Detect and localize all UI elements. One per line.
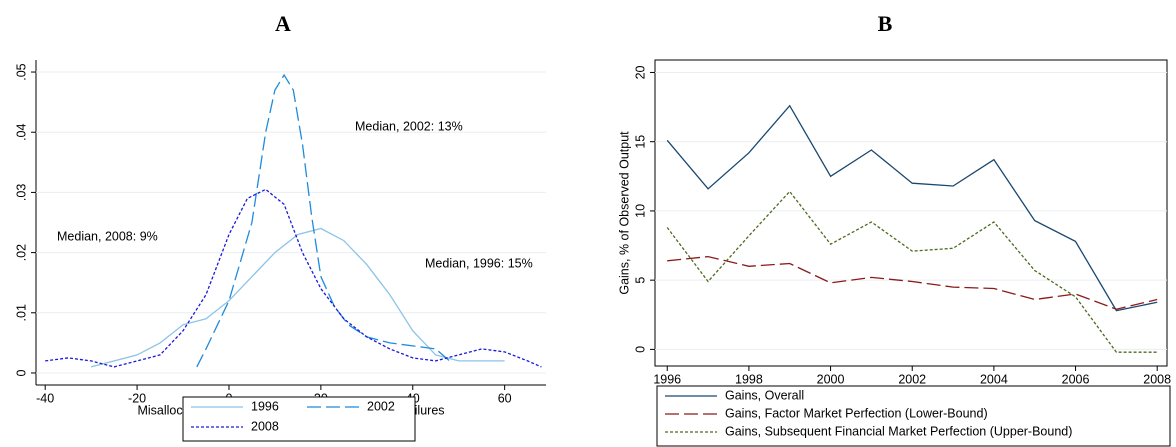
x-tick-label: 2006 (1062, 372, 1090, 386)
annotation: Median, 2002: 13% (355, 119, 463, 133)
chart-title: A (275, 11, 291, 36)
series-line (667, 255, 1158, 310)
legend-label: 1996 (251, 399, 279, 413)
chart: B051015201996199820002002200420062008Yea… (617, 11, 1171, 447)
y-tick-label: .03 (14, 184, 28, 201)
plot-frame (654, 59, 1168, 367)
y-tick-label: .01 (14, 304, 28, 321)
x-tick-label: 2004 (980, 372, 1008, 386)
y-tick-label: 0 (14, 369, 28, 376)
series-line (90, 227, 505, 368)
x-tick-label: 2008 (1143, 372, 1171, 386)
annotation: Median, 1996: 15% (425, 256, 533, 270)
series-line (45, 188, 542, 368)
legend-label: Gains, Subsequent Financial Market Perfe… (725, 424, 1072, 438)
y-tick-label: 10 (633, 204, 647, 218)
legend-label: 2008 (251, 419, 279, 433)
x-tick-label: 60 (498, 391, 512, 405)
y-tick-label: .04 (14, 123, 28, 140)
legend-label: Gains, Overall (725, 388, 804, 402)
chart: A0.01.02.03.04.05-40-200204060Misallocat… (14, 11, 546, 442)
y-tick-label: 0 (633, 346, 647, 353)
series-line (196, 73, 450, 368)
y-tick-label: 20 (633, 65, 647, 79)
y-tick-label: .02 (14, 244, 28, 261)
y-tick-label: 15 (633, 135, 647, 149)
y-axis-label: Gains, % of Observed Output (617, 131, 631, 295)
x-tick-label: 1996 (653, 372, 681, 386)
y-tick-label: .05 (14, 63, 28, 80)
legend-box (182, 396, 416, 442)
legend-box (656, 385, 1171, 447)
y-tick-label: 5 (633, 277, 647, 284)
x-tick-label: 2002 (898, 372, 926, 386)
x-tick-label: -40 (36, 391, 54, 405)
legend-label: Gains, Factor Market Perfection (Lower-B… (725, 406, 988, 420)
series-line (666, 104, 1158, 312)
x-tick-label: 2000 (817, 372, 845, 386)
legend-label: 2002 (367, 399, 395, 413)
annotation: Median, 2008: 9% (57, 229, 158, 243)
series-line (666, 190, 1158, 353)
x-tick-label: -20 (128, 391, 146, 405)
x-tick-label: 1998 (735, 372, 763, 386)
chart-title: B (878, 11, 893, 36)
